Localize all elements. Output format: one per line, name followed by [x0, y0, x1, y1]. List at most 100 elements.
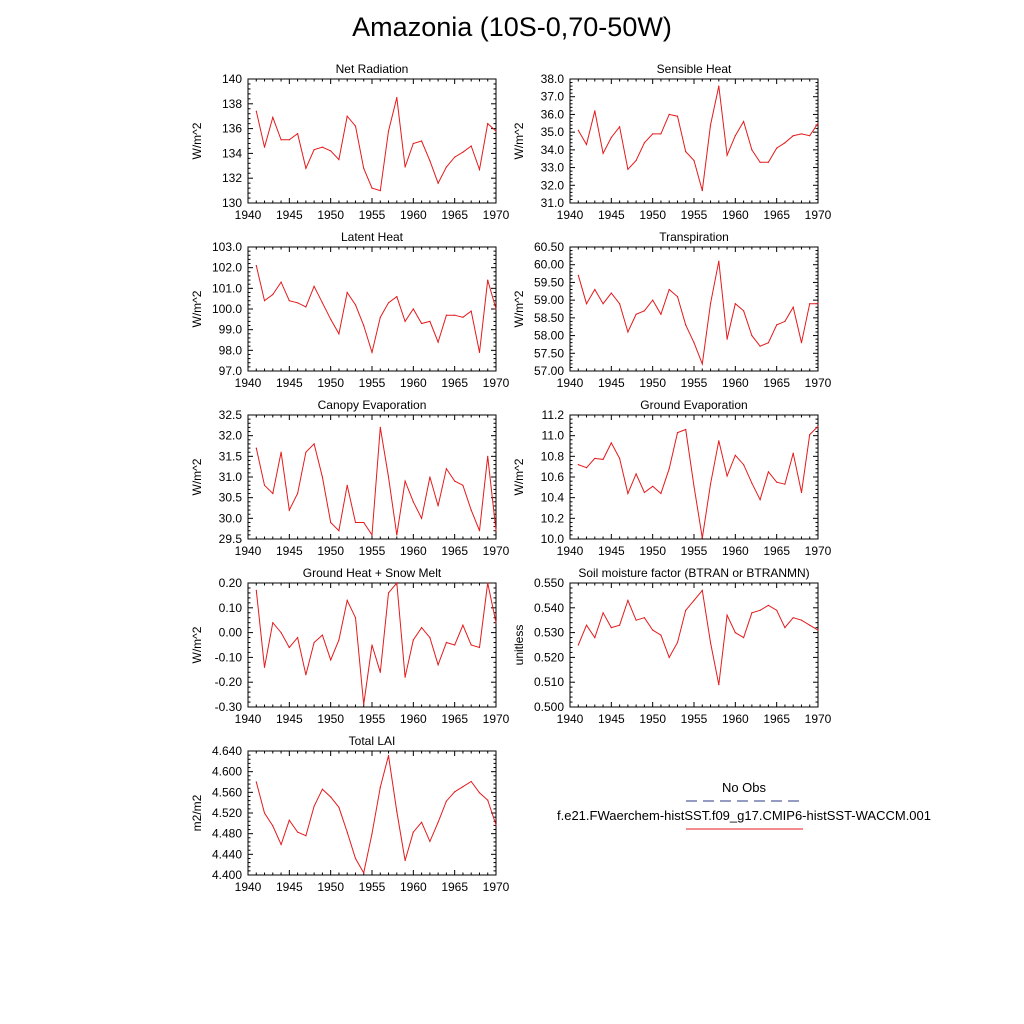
data-point	[454, 480, 456, 482]
y-tick-label: 10.6	[541, 470, 565, 484]
data-point	[255, 265, 257, 267]
data-point	[478, 646, 481, 649]
data-point	[454, 156, 456, 158]
x-tick-label: 1965	[763, 544, 790, 558]
data-point	[701, 589, 703, 592]
data-point	[305, 835, 307, 837]
data-point	[346, 115, 348, 117]
data-point	[693, 159, 695, 162]
data-point	[652, 133, 654, 135]
y-axis-label: m2/m2	[190, 794, 204, 831]
data-point	[627, 492, 629, 495]
data-point	[495, 530, 497, 532]
data-point	[379, 426, 381, 428]
data-point	[363, 703, 365, 706]
data-point	[718, 440, 720, 442]
data-point	[652, 299, 654, 301]
data-point	[280, 451, 282, 453]
data-point	[487, 123, 489, 125]
data-point	[635, 159, 637, 162]
chart-panel: Soil moisture factor (BTRAN or BTRANMN) u…	[512, 566, 832, 726]
x-tick-label: 1970	[805, 208, 832, 222]
y-tick-label: 138	[222, 97, 242, 111]
x-tick-label: 1965	[441, 712, 468, 726]
data-point	[330, 318, 332, 320]
data-point	[363, 324, 365, 327]
data-point	[404, 166, 406, 168]
x-tick-label: 1945	[276, 208, 303, 222]
data-point	[652, 629, 654, 631]
data-point	[734, 632, 736, 634]
x-tick-label: 1940	[235, 544, 262, 558]
data-point	[305, 451, 307, 453]
data-point	[487, 799, 489, 801]
data-point	[817, 122, 819, 124]
data-point	[495, 824, 497, 826]
y-axis-label: W/m^2	[512, 290, 526, 327]
y-tick-label: 58.50	[534, 311, 564, 325]
data-point	[751, 612, 753, 614]
y-tick-label: 59.00	[534, 293, 564, 307]
series-line	[577, 589, 819, 685]
data-point	[643, 310, 646, 312]
y-tick-label: 0.20	[219, 576, 243, 590]
data-point	[280, 139, 282, 141]
data-point	[709, 641, 712, 644]
y-tick-label: 30.0	[219, 511, 243, 525]
data-point	[396, 582, 398, 584]
data-point	[668, 468, 670, 470]
data-point	[635, 313, 637, 315]
y-axis-label: W/m^2	[512, 122, 526, 159]
x-tick-label: 1945	[598, 712, 625, 726]
data-point	[404, 859, 406, 862]
data-point	[429, 637, 431, 639]
data-point	[693, 342, 695, 344]
x-tick-label: 1940	[235, 880, 262, 894]
data-point	[404, 676, 406, 678]
data-point	[313, 805, 315, 807]
y-tick-label: 98.0	[219, 343, 243, 357]
y-tick-label: 36.0	[541, 107, 565, 121]
data-point	[330, 659, 332, 661]
data-point	[437, 505, 439, 507]
data-point	[387, 476, 390, 478]
data-point	[379, 786, 381, 788]
data-point	[751, 149, 753, 151]
data-point	[478, 168, 481, 171]
chart-title: Ground Evaporation	[640, 398, 747, 412]
data-point	[445, 468, 447, 470]
data-point	[809, 434, 811, 436]
y-tick-label: 38.0	[541, 72, 565, 86]
x-tick-label: 1965	[763, 712, 790, 726]
data-point	[619, 303, 621, 305]
data-point	[354, 521, 357, 524]
x-tick-label: 1965	[441, 544, 468, 558]
data-point	[421, 140, 423, 142]
data-point	[784, 320, 786, 322]
data-point	[263, 812, 266, 814]
chart-title: Soil moisture factor (BTRAN or BTRANMN)	[578, 566, 809, 580]
x-tick-label: 1950	[317, 712, 344, 726]
data-point	[412, 639, 414, 641]
y-tick-label: 4.440	[212, 847, 242, 861]
y-tick-label: 134	[222, 146, 242, 160]
data-point	[594, 288, 596, 291]
y-tick-label: 10.4	[541, 491, 565, 505]
data-point	[668, 656, 670, 659]
x-tick-label: 1970	[805, 544, 832, 558]
x-tick-label: 1940	[235, 208, 262, 222]
x-tick-label: 1960	[722, 208, 749, 222]
data-point	[379, 671, 381, 673]
data-point	[396, 296, 398, 298]
data-point	[776, 147, 778, 149]
x-tick-label: 1950	[317, 880, 344, 894]
y-tick-label: 30.5	[219, 491, 243, 505]
data-point	[263, 484, 266, 486]
data-point	[701, 190, 703, 192]
data-point	[577, 644, 579, 646]
data-point	[297, 133, 299, 135]
data-point	[585, 624, 588, 626]
data-point	[809, 303, 811, 305]
data-point	[280, 281, 282, 283]
x-tick-label: 1970	[805, 376, 832, 390]
